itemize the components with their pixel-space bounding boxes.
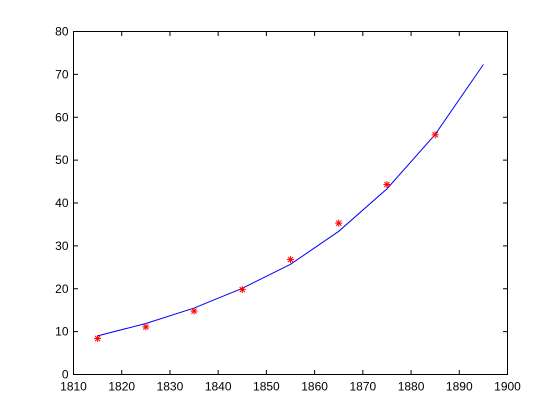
- x-tick-label: 1900: [494, 380, 521, 394]
- series-layer: [94, 64, 484, 342]
- x-axis: 1810 1820 1830 1840 1850 1860 1870 1880 1890 1900: [60, 31, 521, 394]
- data-point-marker: [335, 219, 343, 227]
- x-tick-label: 1840: [205, 380, 232, 394]
- x-tick-label: 1820: [108, 380, 135, 394]
- data-point-marker: [94, 334, 102, 342]
- y-tick-label: 20: [55, 282, 69, 296]
- y-tick-label: 80: [55, 25, 69, 39]
- y-tick-label: 30: [55, 239, 69, 253]
- x-tick-label: 1870: [349, 380, 376, 394]
- y-tick-label: 40: [55, 196, 69, 210]
- data-point-marker: [287, 256, 294, 264]
- y-tick-label: 70: [55, 67, 69, 81]
- y-tick-label: 0: [62, 368, 69, 382]
- x-tick-label: 1850: [253, 380, 280, 394]
- plot-area: [73, 31, 508, 375]
- x-tick-label: 1830: [157, 380, 184, 394]
- y-axis: 0 10 20 30 40 50 60 70 80: [55, 25, 508, 382]
- y-tick-label: 10: [55, 325, 69, 339]
- data-point-marker: [383, 181, 391, 189]
- data-point-marker: [431, 131, 439, 139]
- x-tick-label: 1860: [301, 380, 328, 394]
- x-tick-label: 1890: [446, 380, 473, 394]
- data-point-marker: [142, 323, 150, 331]
- fit-line: [97, 64, 484, 337]
- y-tick-label: 60: [55, 110, 69, 124]
- x-tick-label: 1880: [398, 380, 425, 394]
- data-point-marker: [190, 307, 198, 315]
- data-point-marker: [238, 286, 246, 294]
- y-tick-label: 50: [55, 153, 69, 167]
- x-tick-label: 1810: [60, 380, 87, 394]
